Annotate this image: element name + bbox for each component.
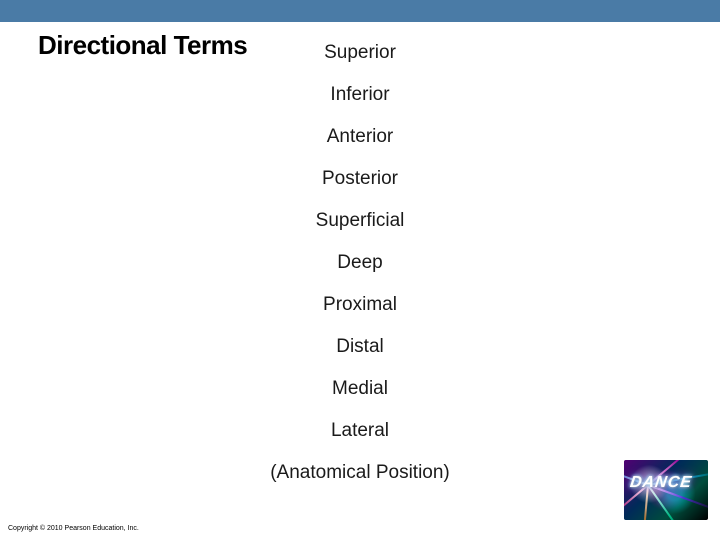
term-item: Superior: [324, 42, 396, 64]
neon-text: DANCE: [629, 474, 704, 492]
term-item: (Anatomical Position): [270, 462, 450, 484]
term-item: Deep: [337, 252, 382, 274]
term-item: Superficial: [316, 210, 405, 232]
term-item: Proximal: [323, 294, 397, 316]
term-item: Posterior: [322, 168, 398, 190]
term-item: Medial: [332, 378, 388, 400]
terms-list: Superior Inferior Anterior Posterior Sup…: [0, 42, 720, 484]
header-bar: [0, 0, 720, 22]
dance-neon-graphic: DANCE: [624, 460, 708, 520]
term-item: Inferior: [330, 84, 389, 106]
term-item: Distal: [336, 336, 384, 358]
term-item: Anterior: [327, 126, 394, 148]
term-item: Lateral: [331, 420, 389, 442]
copyright-text: Copyright © 2010 Pearson Education, Inc.: [8, 525, 139, 532]
